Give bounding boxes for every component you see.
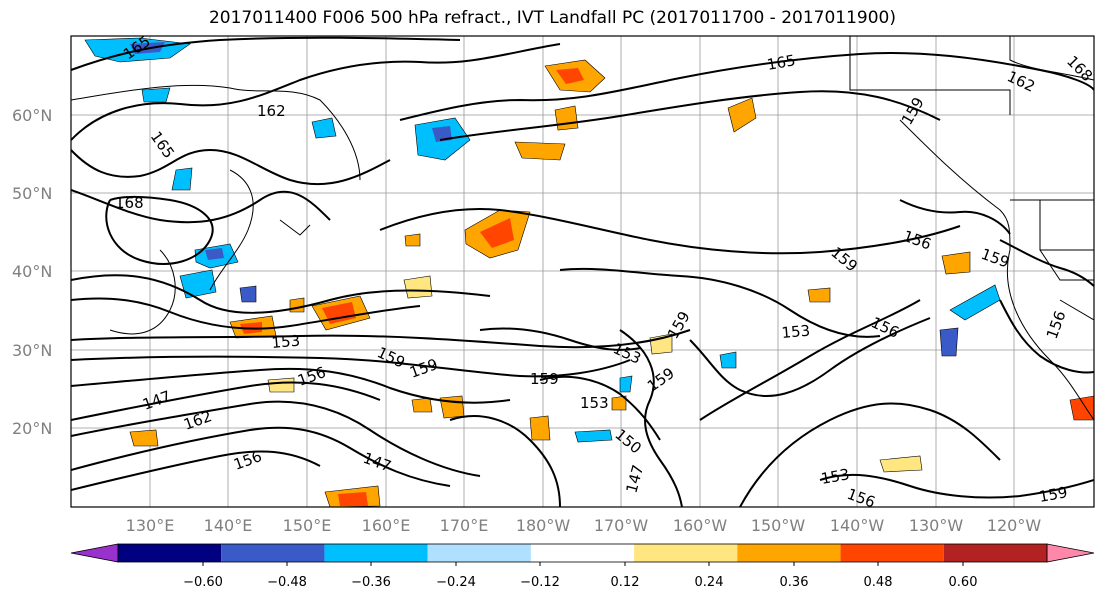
lat-label: 20°N — [12, 419, 52, 438]
lon-label: 150°E — [283, 516, 332, 535]
colorbar-tick-label: 0.12 — [611, 575, 640, 590]
refractivity-contours — [71, 36, 1094, 507]
colorbar-swatch — [737, 544, 841, 562]
lon-label: 130°E — [126, 516, 175, 535]
lon-label: 130°W — [909, 516, 964, 535]
lon-label: 170°E — [440, 516, 489, 535]
contour-label: 153 — [580, 394, 609, 412]
contour-label: 153 — [781, 322, 811, 342]
latitude-labels: 60°N 50°N 40°N 30°N 20°N — [12, 106, 52, 438]
lon-label: 140°W — [830, 516, 885, 535]
map-area — [71, 36, 1094, 507]
colorbar-extend-low — [70, 543, 119, 563]
colorbar-swatch — [943, 544, 1047, 562]
contour-label: 168 — [115, 194, 144, 212]
colorbar-tick-label: 0.36 — [780, 575, 809, 590]
contour-label: 162 — [257, 102, 286, 120]
contour-label: 159 — [1038, 483, 1069, 506]
contour-label: 159 — [530, 370, 559, 388]
lat-label: 60°N — [12, 106, 52, 125]
colorbar-swatch — [427, 544, 531, 562]
longitude-labels: 130°E 140°E 150°E 160°E 170°E 180°W 170°… — [126, 516, 1042, 535]
lon-label: 150°W — [751, 516, 806, 535]
lon-label: 180°W — [516, 516, 571, 535]
lon-label: 120°W — [987, 516, 1042, 535]
contour-label: 153 — [820, 465, 851, 488]
lon-label: 160°W — [673, 516, 728, 535]
colorbar-swatch — [324, 544, 428, 562]
colorbar-tick-label: −0.48 — [267, 575, 307, 590]
colorbar-border — [117, 543, 1048, 563]
colorbar-tick-label: −0.60 — [183, 575, 223, 590]
colorbar-extend-high — [1046, 543, 1095, 563]
colorbar: −0.60 −0.48 −0.36 −0.24 −0.12 0.12 0.24 0.36 0.4… — [70, 543, 1095, 590]
colorbar-tick-label: −0.12 — [520, 575, 560, 590]
colorbar-tick-label: 0.60 — [949, 575, 978, 590]
lat-label: 30°N — [12, 341, 52, 360]
coastlines — [71, 36, 1094, 421]
contour-label: 165 — [766, 51, 797, 74]
colorbar-swatch — [530, 544, 635, 562]
graticule — [71, 36, 1094, 507]
colorbar-swatch — [118, 544, 222, 562]
colorbar-swatch — [634, 544, 738, 562]
map-frame — [70, 35, 1095, 508]
lon-label: 170°W — [594, 516, 649, 535]
lat-label: 40°N — [12, 262, 52, 281]
colorbar-swatch — [840, 544, 944, 562]
contour-label: 153 — [271, 332, 301, 352]
colorbar-tick-label: 0.48 — [864, 575, 893, 590]
map-title: 2017011400 F006 500 hPa refract., IVT La… — [208, 8, 896, 28]
lat-label: 50°N — [12, 184, 52, 203]
colorbar-tick-label: 0.24 — [695, 575, 724, 590]
colorbar-tick-label: −0.24 — [436, 575, 476, 590]
lon-label: 160°E — [362, 516, 411, 535]
lon-label: 140°E — [204, 516, 253, 535]
colorbar-tick-label: −0.36 — [351, 575, 391, 590]
colorbar-swatch — [221, 544, 325, 562]
